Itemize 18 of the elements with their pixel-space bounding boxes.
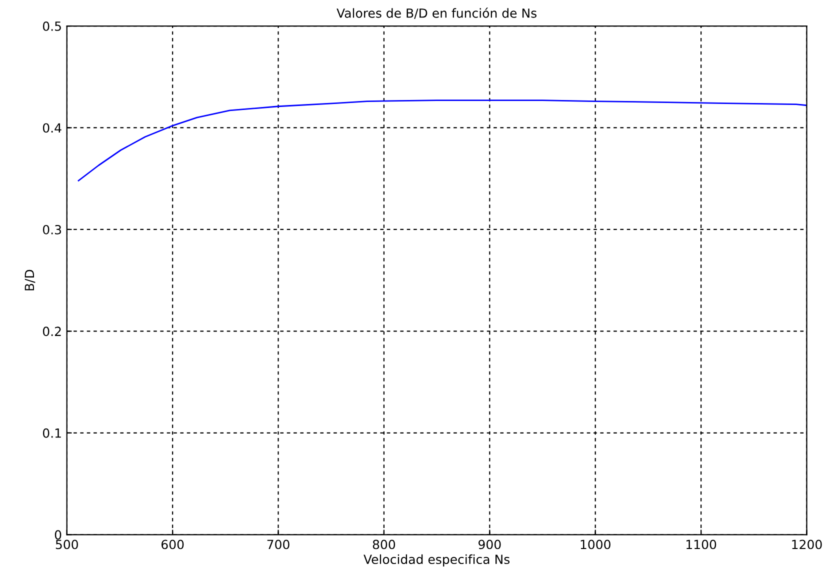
y-tick-label: 0.1	[42, 428, 61, 438]
x-tick-label: 900	[478, 540, 501, 550]
x-tick-label: 1100	[686, 540, 716, 550]
y-tick-label: 0.4	[42, 123, 62, 133]
y-tick-label: 0	[54, 530, 62, 540]
x-tick-label: 500	[56, 540, 78, 550]
chart-title: Valores de B/D en función de Ns	[336, 8, 536, 19]
x-tick-label: 1000	[580, 540, 610, 550]
x-tick-label: 600	[162, 540, 184, 550]
line-series	[78, 100, 807, 182]
x-tick-label: 700	[267, 540, 290, 550]
x-axis-title: Velocidad especifica Ns	[364, 554, 510, 566]
y-tick-label: 0.5	[42, 21, 61, 31]
y-tick-label: 0.2	[42, 326, 61, 336]
x-tick-label: 800	[372, 540, 396, 550]
y-tick-label: 0.3	[42, 224, 62, 234]
y-axis-title: B/D	[24, 270, 36, 290]
x-tick-label: 1200	[792, 540, 822, 550]
